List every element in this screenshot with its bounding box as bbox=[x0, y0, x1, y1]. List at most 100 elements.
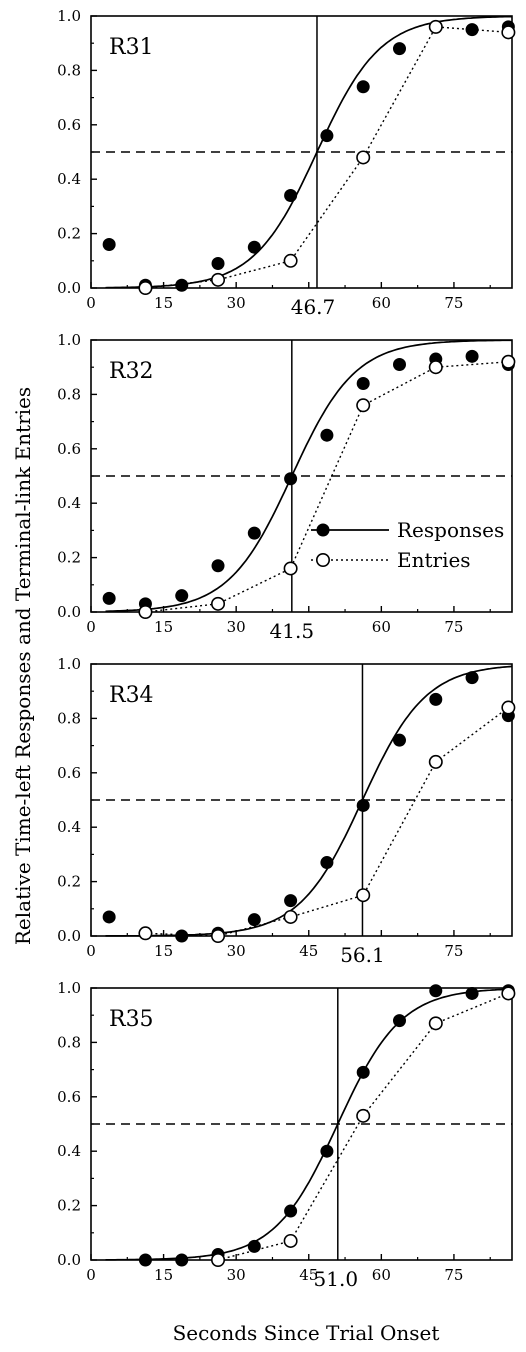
y-tick-label: 1.0 bbox=[57, 7, 81, 25]
entries-point bbox=[211, 1253, 226, 1268]
responses-point bbox=[247, 913, 261, 927]
x-tick-label: 45 bbox=[299, 942, 318, 960]
responses-point bbox=[247, 526, 261, 540]
y-tick-label: 0.6 bbox=[57, 1088, 81, 1106]
x-tick-label: 60 bbox=[372, 294, 391, 312]
responses-point bbox=[284, 894, 298, 908]
x-tick-label: 15 bbox=[154, 1266, 173, 1284]
x-tick-label: 0 bbox=[86, 942, 96, 960]
responses-point bbox=[356, 798, 370, 812]
responses-fit-curve bbox=[105, 665, 513, 937]
entries-point bbox=[211, 272, 226, 287]
x-axis-title: Seconds Since Trial Onset bbox=[173, 1321, 440, 1345]
y-tick-label: 0.2 bbox=[57, 1197, 81, 1215]
responses-point bbox=[465, 671, 479, 685]
legend: Responses Entries bbox=[311, 518, 504, 572]
responses-point bbox=[102, 910, 116, 924]
y-tick-label: 0.0 bbox=[57, 603, 81, 621]
responses-point bbox=[392, 357, 406, 371]
responses-point bbox=[175, 929, 189, 943]
responses-point bbox=[465, 23, 479, 37]
x-tick-label: 75 bbox=[444, 618, 463, 636]
entries-point bbox=[211, 596, 226, 611]
x-tick-label: 60 bbox=[372, 1266, 391, 1284]
panel-r34: 0.0 0.2 0.4 0.6 0.8 1.0 0 15 30 45 75 56.1 R34 bbox=[57, 655, 516, 967]
legend-marker bbox=[316, 523, 330, 537]
y-tick-label: 0.4 bbox=[57, 170, 81, 188]
responses-point bbox=[356, 1065, 370, 1079]
responses-point bbox=[392, 1014, 406, 1028]
responses-point bbox=[102, 591, 116, 605]
panel-label: R35 bbox=[109, 1007, 154, 1032]
x-tick-label: 75 bbox=[444, 294, 463, 312]
y-tick-label: 0.8 bbox=[57, 1033, 81, 1051]
x-tick-label: 15 bbox=[154, 942, 173, 960]
entries-point bbox=[211, 928, 226, 943]
entries-point bbox=[138, 926, 153, 941]
responses-point bbox=[175, 1253, 189, 1267]
entries-point bbox=[428, 360, 443, 375]
entries-point bbox=[283, 909, 298, 924]
y-tick-label: 0.2 bbox=[57, 873, 81, 891]
panel-r35: 0.0 0.2 0.4 0.6 0.8 1.0 0 15 30 45 60 75 51.0 R35 bbox=[57, 979, 516, 1291]
responses-point bbox=[392, 42, 406, 56]
x-tick-label: 30 bbox=[227, 618, 246, 636]
y-tick-label: 0.6 bbox=[57, 440, 81, 458]
responses-point bbox=[429, 692, 443, 706]
y-tick-label: 0.4 bbox=[57, 818, 81, 836]
y-tick-label: 0.0 bbox=[57, 1251, 81, 1269]
y-tick-label: 0.4 bbox=[57, 1142, 81, 1160]
entries-point bbox=[356, 150, 371, 165]
entries-line bbox=[217, 992, 509, 1261]
responses-point bbox=[284, 472, 298, 486]
entries-point bbox=[501, 700, 516, 715]
legend-marker bbox=[315, 552, 330, 567]
x-tick-label: 0 bbox=[86, 1266, 96, 1284]
responses-point bbox=[392, 733, 406, 747]
entries-point bbox=[356, 1108, 371, 1123]
y-tick-label: 0.0 bbox=[57, 279, 81, 297]
entries-point bbox=[283, 1233, 298, 1248]
entries-line bbox=[145, 706, 509, 937]
y-tick-label: 0.4 bbox=[57, 494, 81, 512]
x-tick-label: 15 bbox=[154, 294, 173, 312]
legend-label: Responses bbox=[397, 518, 504, 542]
entries-point bbox=[138, 280, 153, 295]
legend-label: Entries bbox=[397, 548, 471, 572]
y-tick-label: 0.0 bbox=[57, 927, 81, 945]
responses-point bbox=[356, 377, 370, 391]
indifference-label: 56.1 bbox=[340, 943, 385, 967]
entries-point bbox=[283, 253, 298, 268]
entries-point bbox=[283, 561, 298, 576]
y-tick-label: 0.2 bbox=[57, 549, 81, 567]
indifference-label: 51.0 bbox=[314, 1267, 359, 1291]
entries-line bbox=[145, 26, 509, 289]
indifference-label: 46.7 bbox=[291, 295, 336, 319]
panel-r31: 0.0 0.2 0.4 0.6 0.8 1.0 0 15 30 60 75 46.7 R31 bbox=[57, 7, 516, 319]
entries-point bbox=[501, 25, 516, 40]
x-tick-label: 0 bbox=[86, 294, 96, 312]
entries-point bbox=[428, 1016, 443, 1031]
responses-point bbox=[102, 237, 116, 251]
x-tick-label: 60 bbox=[372, 618, 391, 636]
entries-point bbox=[428, 754, 443, 769]
responses-point bbox=[284, 189, 298, 203]
y-tick-label: 1.0 bbox=[57, 655, 81, 673]
responses-point bbox=[175, 278, 189, 292]
responses-point bbox=[429, 984, 443, 998]
responses-point bbox=[211, 257, 225, 271]
responses-point bbox=[175, 589, 189, 603]
y-tick-label: 1.0 bbox=[57, 331, 81, 349]
responses-point bbox=[284, 1204, 298, 1218]
entries-point bbox=[501, 986, 516, 1001]
y-tick-label: 0.8 bbox=[57, 385, 81, 403]
y-tick-label: 0.6 bbox=[57, 116, 81, 134]
y-tick-label: 0.6 bbox=[57, 764, 81, 782]
responses-fit-curve bbox=[105, 988, 513, 1261]
responses-point bbox=[465, 986, 479, 1000]
responses-point bbox=[247, 1239, 261, 1253]
entries-point bbox=[428, 19, 443, 34]
y-axis-title: Relative Time-left Responses and Termina… bbox=[11, 387, 35, 945]
responses-point bbox=[320, 1144, 334, 1158]
